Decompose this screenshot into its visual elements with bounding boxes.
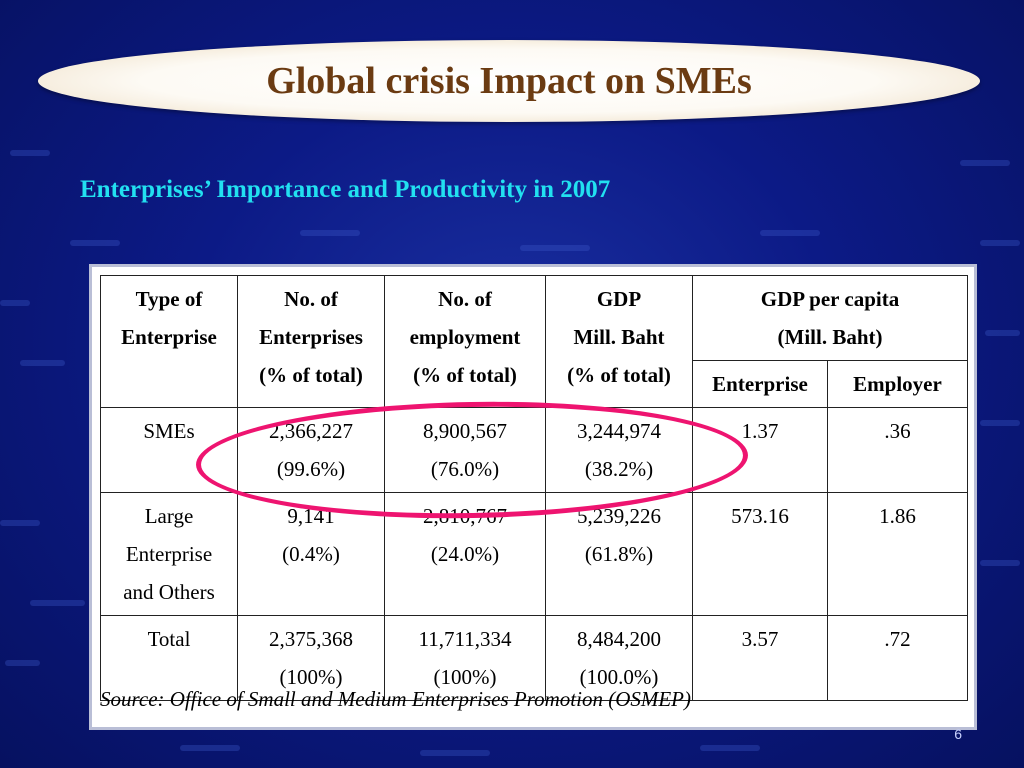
cell-per-employer: .36 <box>827 407 968 493</box>
cell-type: SMEs <box>100 407 238 493</box>
table-row-large-enterprise: Large Enterprise and Others 9,141 (0.4%) 2,… <box>100 492 968 616</box>
table-subheader-row: Enterprise Employer <box>101 360 968 408</box>
table-image: Type of Enterprise No. of Enterprises (%… <box>92 267 974 727</box>
header-no-enterprises: No. of Enterprises (% of total) <box>237 275 385 408</box>
table-row-smes: SMEs 2,366,227 (99.6%) 8,900,567 (76.0%) 3… <box>100 407 968 493</box>
header-gdp: GDP Mill. Baht (% of total) <box>545 275 693 408</box>
cell-employment: 8,900,567 (76.0%) <box>384 407 546 493</box>
cell-gdp: 8,484,200 (100.0%) <box>545 615 693 701</box>
cell-per-employer: .72 <box>827 615 968 701</box>
page-number: 6 <box>954 726 962 742</box>
cell-gdp: 3,244,974 (38.2%) <box>545 407 693 493</box>
cell-employment: 11,711,334 (100%) <box>384 615 546 701</box>
header-gdp-per-capita: GDP per capita (Mill. Baht) <box>692 275 968 361</box>
cell-type: Total <box>100 615 238 701</box>
header-no-employment: No. of employment (% of total) <box>384 275 546 408</box>
source-note: Source: Office of Small and Medium Enter… <box>100 687 692 711</box>
cell-enterprises: 9,141 (0.4%) <box>237 492 385 616</box>
title-banner: Global crisis Impact on SMEs <box>38 40 980 122</box>
cell-gdp: 5,239,226 (61.8%) <box>545 492 693 616</box>
cell-per-employer: 1.86 <box>827 492 968 616</box>
header-per-employer: Employer <box>827 360 968 408</box>
cell-per-enterprise: 573.16 <box>692 492 828 616</box>
slide-subtitle: Enterprises’ Importance and Productivity… <box>80 176 611 203</box>
cell-enterprises: 2,375,368 (100%) <box>237 615 385 701</box>
table-row-total: Total 2,375,368 (100%) 11,711,334 (100%) 8… <box>100 615 968 701</box>
cell-type: Large Enterprise and Others <box>100 492 238 616</box>
enterprise-table: Type of Enterprise No. of Enterprises (%… <box>100 275 968 701</box>
header-per-enterprise: Enterprise <box>692 360 828 408</box>
cell-per-enterprise: 3.57 <box>692 615 828 701</box>
header-type-of-enterprise: Type of Enterprise <box>100 275 238 408</box>
table-header-row: Type of Enterprise No. of Enterprises (%… <box>100 275 968 408</box>
slide-title: Global crisis Impact on SMEs <box>266 60 752 102</box>
cell-enterprises: 2,366,227 (99.6%) <box>237 407 385 493</box>
